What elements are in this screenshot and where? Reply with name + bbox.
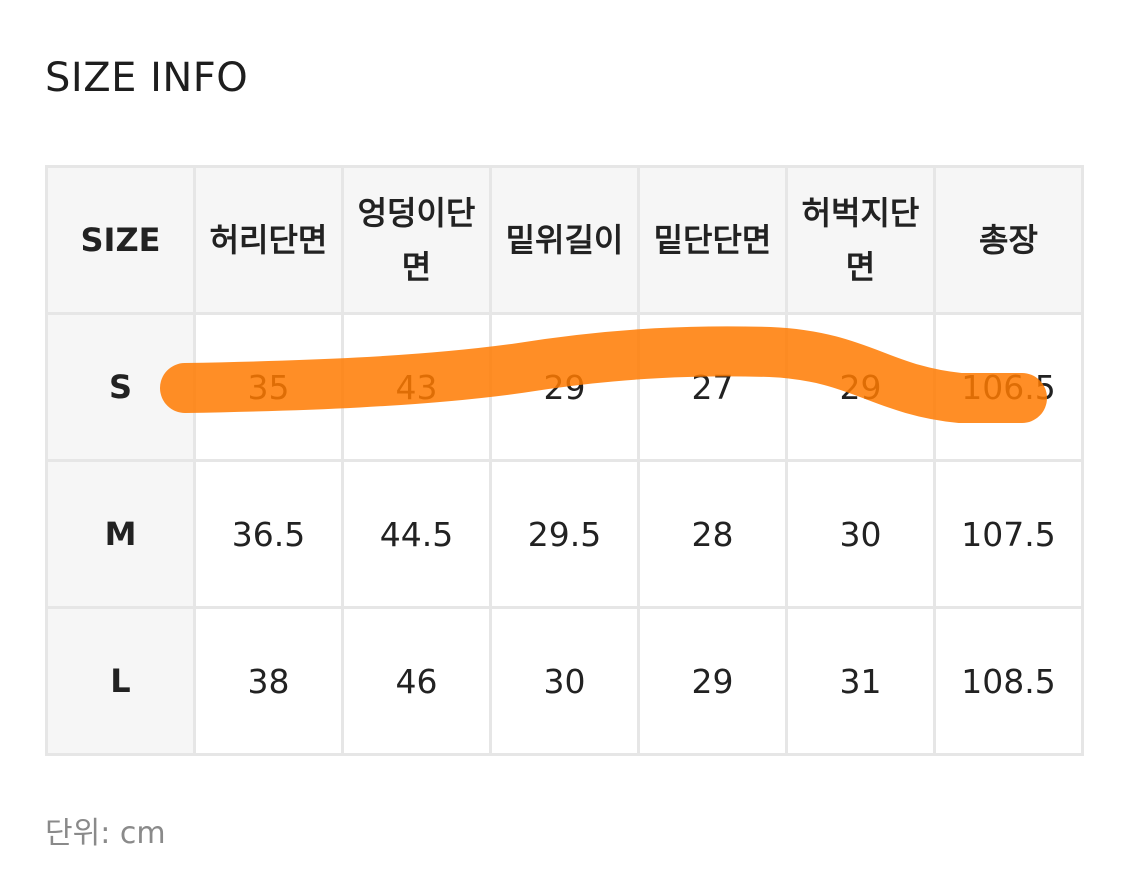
- header-thigh: 허벅지단면: [785, 165, 936, 315]
- table-cell: 29: [637, 606, 788, 756]
- row-size-label: L: [45, 606, 196, 756]
- table-cell: 106.5: [933, 312, 1084, 462]
- table-cell: 36.5: [193, 459, 344, 609]
- table-cell: 30: [785, 459, 936, 609]
- unit-note: 단위: cm: [45, 816, 166, 851]
- size-table: SIZE 허리단면 엉덩이단면 밑위길이 밑단단면 허벅지단면 총장 S 35 …: [45, 165, 1084, 756]
- header-waist: 허리단면: [193, 165, 344, 315]
- header-hip: 엉덩이단면: [341, 165, 492, 315]
- table-cell: 43: [341, 312, 492, 462]
- header-hem: 밑단단면: [637, 165, 788, 315]
- table-header-row: SIZE 허리단면 엉덩이단면 밑위길이 밑단단면 허벅지단면 총장: [45, 165, 1084, 315]
- table-cell: 29.5: [489, 459, 640, 609]
- table-cell: 31: [785, 606, 936, 756]
- table-row: S 35 43 29 27 29 106.5: [45, 312, 1084, 462]
- table-cell: 29: [489, 312, 640, 462]
- table-cell: 30: [489, 606, 640, 756]
- table-row: L 38 46 30 29 31 108.5: [45, 606, 1084, 756]
- table-cell: 27: [637, 312, 788, 462]
- table-cell: 46: [341, 606, 492, 756]
- row-size-label: S: [45, 312, 196, 462]
- header-rise: 밑위길이: [489, 165, 640, 315]
- table-cell: 38: [193, 606, 344, 756]
- table-row: M 36.5 44.5 29.5 28 30 107.5: [45, 459, 1084, 609]
- table-cell: 108.5: [933, 606, 1084, 756]
- table-cell: 29: [785, 312, 936, 462]
- table-cell: 28: [637, 459, 788, 609]
- header-size: SIZE: [45, 165, 196, 315]
- page-title: SIZE INFO: [45, 55, 249, 101]
- table-cell: 107.5: [933, 459, 1084, 609]
- header-total-length: 총장: [933, 165, 1084, 315]
- row-size-label: M: [45, 459, 196, 609]
- table-cell: 35: [193, 312, 344, 462]
- table-cell: 44.5: [341, 459, 492, 609]
